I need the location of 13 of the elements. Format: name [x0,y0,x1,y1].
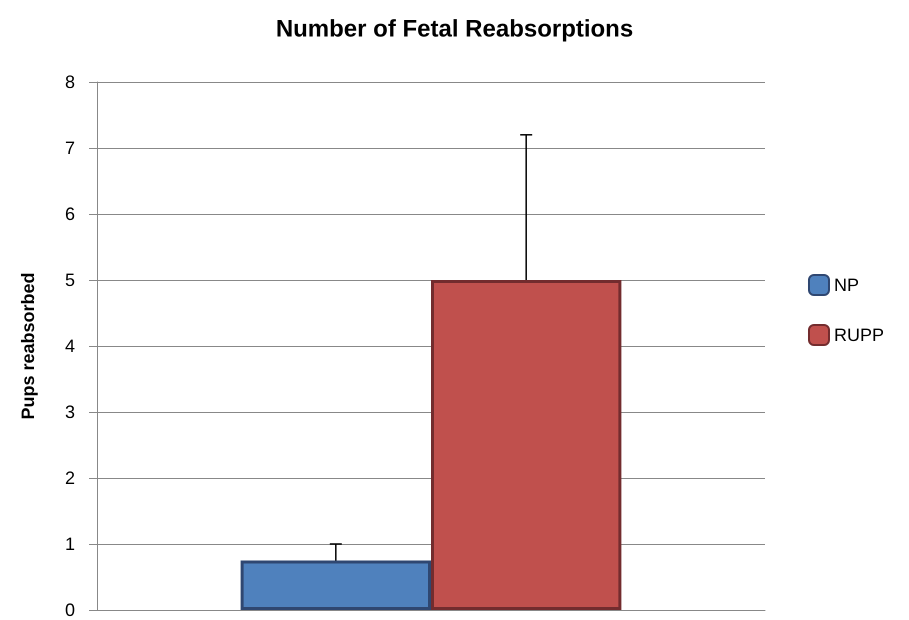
y-tick-label: 1 [64,534,75,554]
y-tick-label: 0 [64,600,75,620]
y-tick-label: 2 [64,468,75,488]
chart-title: Number of Fetal Reabsorptions [276,16,634,42]
y-axis-title: Pups reabsorbed [18,272,38,420]
y-tick-label: 3 [64,402,75,422]
legend-label: NP [834,275,860,295]
y-tick-label: 4 [64,336,75,356]
y-tick-label: 5 [64,270,75,290]
y-tick-label: 7 [64,138,75,158]
y-tick-label: 6 [64,204,75,224]
y-tick-label: 8 [64,72,75,92]
legend-label: RUPP [834,325,884,345]
